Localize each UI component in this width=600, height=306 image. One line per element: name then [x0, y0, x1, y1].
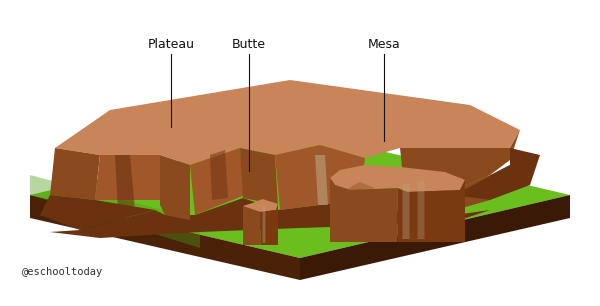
Polygon shape: [300, 195, 570, 280]
Polygon shape: [243, 206, 260, 245]
Polygon shape: [190, 148, 245, 215]
Polygon shape: [275, 145, 365, 210]
Polygon shape: [262, 205, 265, 243]
Polygon shape: [315, 155, 328, 205]
Polygon shape: [260, 204, 278, 245]
Polygon shape: [210, 150, 228, 200]
Polygon shape: [418, 181, 424, 239]
Polygon shape: [240, 148, 278, 205]
Polygon shape: [345, 182, 375, 194]
Polygon shape: [330, 165, 465, 192]
Polygon shape: [330, 178, 397, 242]
Polygon shape: [30, 195, 300, 280]
Polygon shape: [397, 180, 465, 242]
Text: Plateau: Plateau: [148, 38, 194, 51]
Polygon shape: [403, 184, 409, 239]
Text: Mesa: Mesa: [368, 38, 400, 51]
Polygon shape: [55, 80, 520, 165]
Polygon shape: [50, 148, 100, 200]
Polygon shape: [115, 155, 135, 210]
Polygon shape: [50, 198, 490, 238]
Polygon shape: [455, 148, 540, 200]
Polygon shape: [30, 175, 200, 248]
Text: Butte: Butte: [232, 38, 266, 51]
Polygon shape: [160, 155, 190, 220]
Polygon shape: [30, 132, 570, 258]
Polygon shape: [400, 130, 520, 195]
Polygon shape: [95, 155, 165, 200]
Text: @eschooltoday: @eschooltoday: [22, 267, 103, 277]
Polygon shape: [243, 199, 278, 212]
Polygon shape: [40, 195, 155, 230]
Polygon shape: [410, 165, 510, 215]
